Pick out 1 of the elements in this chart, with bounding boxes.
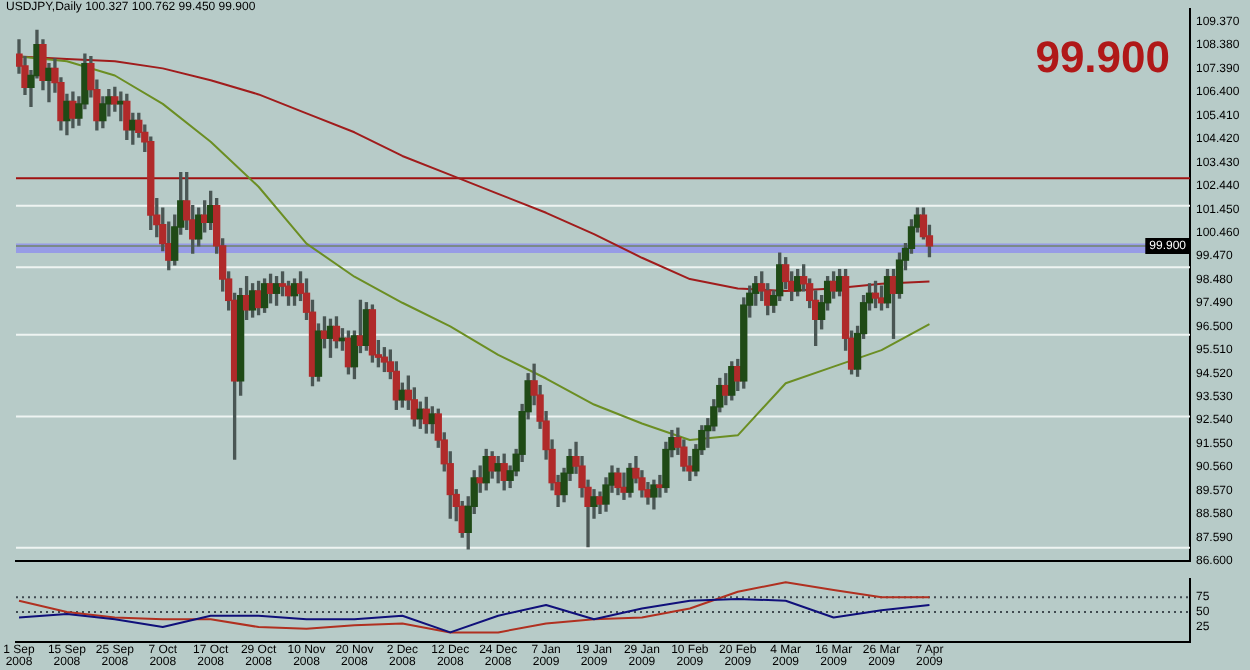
annotation: 99.900 xyxy=(1035,32,1170,84)
